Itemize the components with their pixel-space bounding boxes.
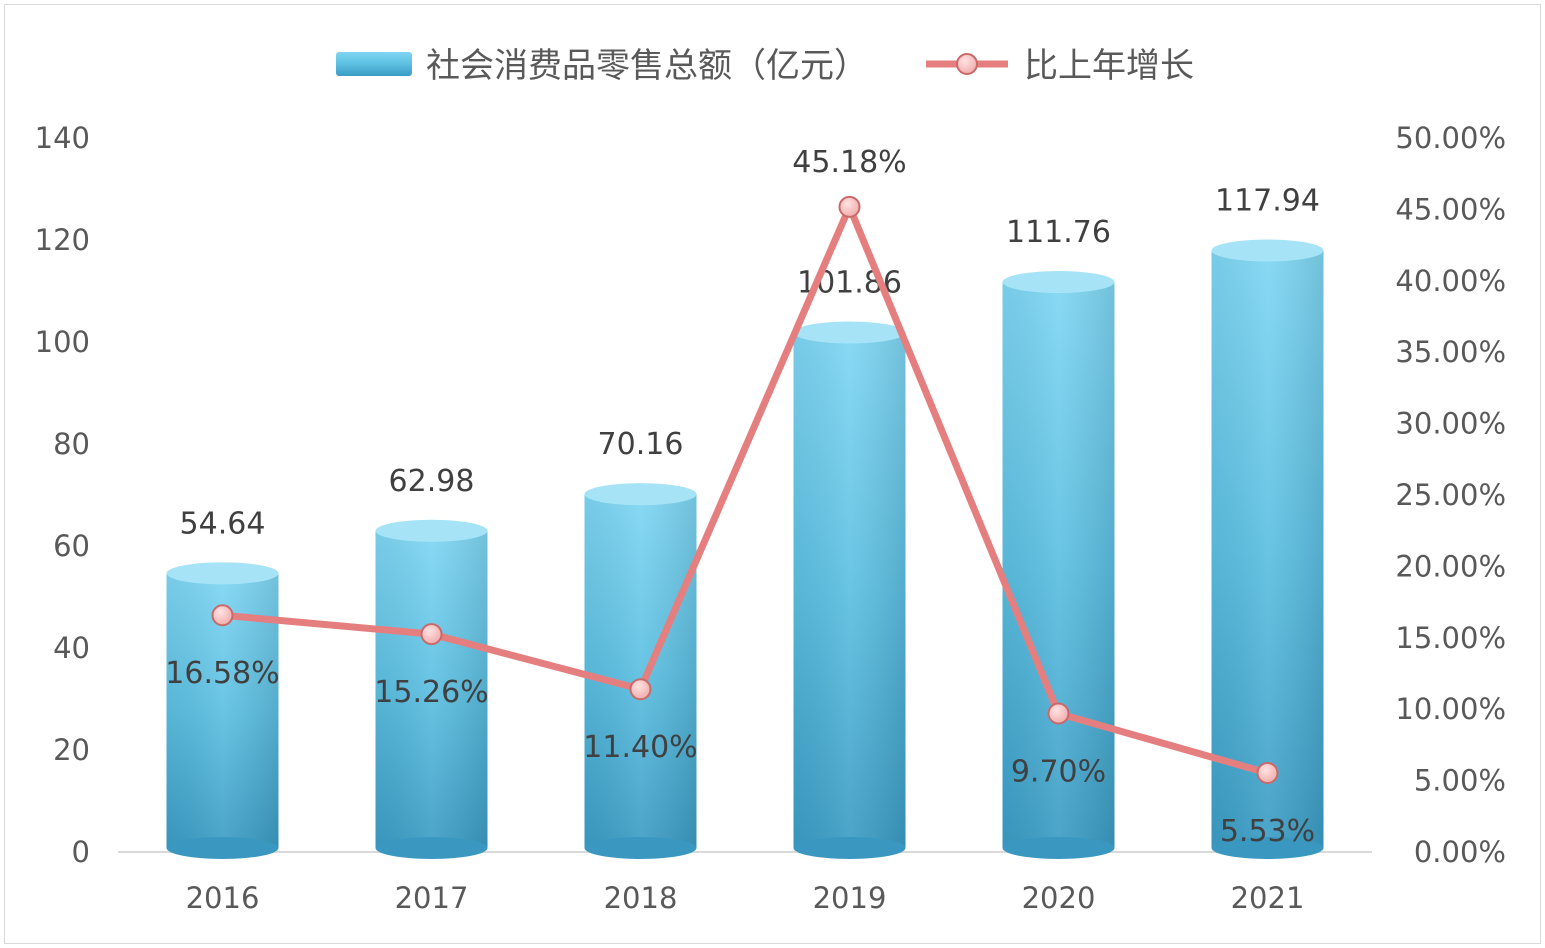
y-axis-right: 0.00% 5.00% 10.00% 15.00% 20.00% 25.00% 30.00%…: [1395, 121, 1506, 869]
legend-swatch-bar: [336, 52, 412, 76]
x-tick-label: 2017: [395, 881, 469, 915]
bar-base: [1002, 837, 1115, 859]
line-marker: [420, 623, 443, 646]
bar-shade: [584, 494, 697, 848]
y-right-tick-label: 20.00%: [1395, 549, 1506, 583]
y-left-tick-label: 140: [35, 121, 90, 155]
bar-value-label: 70.16: [598, 427, 684, 462]
line-marker: [838, 195, 861, 218]
bar-base: [793, 837, 906, 859]
bar-value-label: 111.76: [1006, 215, 1111, 250]
line-marker: [629, 678, 652, 701]
bar-cap: [375, 519, 488, 542]
line-value-label: 11.40%: [583, 730, 697, 765]
line-data-labels: 16.58% 15.26% 11.40% 45.18% 9.70% 5.53%: [165, 145, 1315, 849]
y-axis-left: 0 20 40 60 80 100 120 140: [35, 121, 90, 869]
bar-series: [166, 239, 1324, 859]
line-value-label: 16.58%: [165, 656, 279, 691]
x-tick-label: 2016: [186, 881, 260, 915]
bar-base: [375, 837, 488, 859]
bar: [1211, 239, 1324, 859]
bar-base: [584, 837, 697, 859]
x-tick-label: 2021: [1231, 881, 1305, 915]
bar-base: [166, 837, 279, 859]
bar: [375, 519, 488, 859]
bar-value-label: 62.98: [389, 464, 475, 499]
bar-shade: [375, 530, 488, 848]
y-right-tick-label: 40.00%: [1395, 264, 1506, 298]
y-right-tick-label: 30.00%: [1395, 407, 1506, 441]
bar-cap: [1211, 239, 1324, 262]
bar-cap: [793, 321, 906, 344]
y-right-tick-label: 25.00%: [1395, 478, 1506, 512]
bar: [584, 483, 697, 859]
y-left-tick-label: 0: [72, 835, 90, 869]
bar-base: [1211, 837, 1324, 859]
bar-shade: [1002, 282, 1115, 848]
bar: [793, 321, 906, 859]
legend-swatch-marker: [956, 53, 978, 75]
bar-shade: [793, 332, 906, 848]
x-tick-label: 2018: [604, 881, 678, 915]
bar-value-label: 117.94: [1215, 184, 1320, 219]
bar-cap: [1002, 271, 1115, 294]
line-marker: [211, 604, 234, 627]
y-right-tick-label: 5.00%: [1414, 764, 1506, 798]
y-right-tick-label: 45.00%: [1395, 192, 1506, 226]
line-value-label: 15.26%: [374, 675, 488, 710]
line-value-label: 45.18%: [792, 145, 906, 180]
legend: 社会消费品零售总额（亿元） 比上年增长: [336, 46, 1194, 86]
line-value-label: 5.53%: [1220, 814, 1315, 849]
x-tick-label: 2019: [813, 881, 887, 915]
y-right-tick-label: 0.00%: [1414, 835, 1506, 869]
bar-value-label: 54.64: [180, 506, 266, 541]
line-marker: [1256, 762, 1279, 785]
y-left-tick-label: 60: [53, 529, 90, 563]
line-series: [211, 195, 1279, 785]
bar-shade: [1211, 250, 1324, 849]
line-value-label: 9.70%: [1011, 754, 1106, 789]
y-left-tick-label: 120: [35, 223, 90, 257]
x-tick-label: 2020: [1022, 881, 1096, 915]
y-right-tick-label: 35.00%: [1395, 335, 1506, 369]
y-left-tick-label: 40: [53, 631, 90, 665]
bar-cap: [166, 562, 279, 585]
legend-label-bar: 社会消费品零售总额（亿元）: [426, 46, 868, 86]
y-left-tick-label: 80: [53, 427, 90, 461]
y-left-tick-label: 100: [35, 325, 90, 359]
y-right-tick-label: 10.00%: [1395, 692, 1506, 726]
x-axis: 2016 2017 2018 2019 2020 2021: [186, 881, 1305, 915]
growth-line: [222, 203, 1269, 777]
y-left-tick-label: 20: [53, 733, 90, 767]
y-right-tick-label: 50.00%: [1395, 121, 1506, 155]
line-marker: [1047, 702, 1070, 725]
bar: [1002, 271, 1115, 859]
legend-label-line: 比上年增长: [1024, 46, 1194, 86]
y-right-tick-label: 15.00%: [1395, 621, 1506, 655]
bar-cap: [584, 483, 697, 506]
